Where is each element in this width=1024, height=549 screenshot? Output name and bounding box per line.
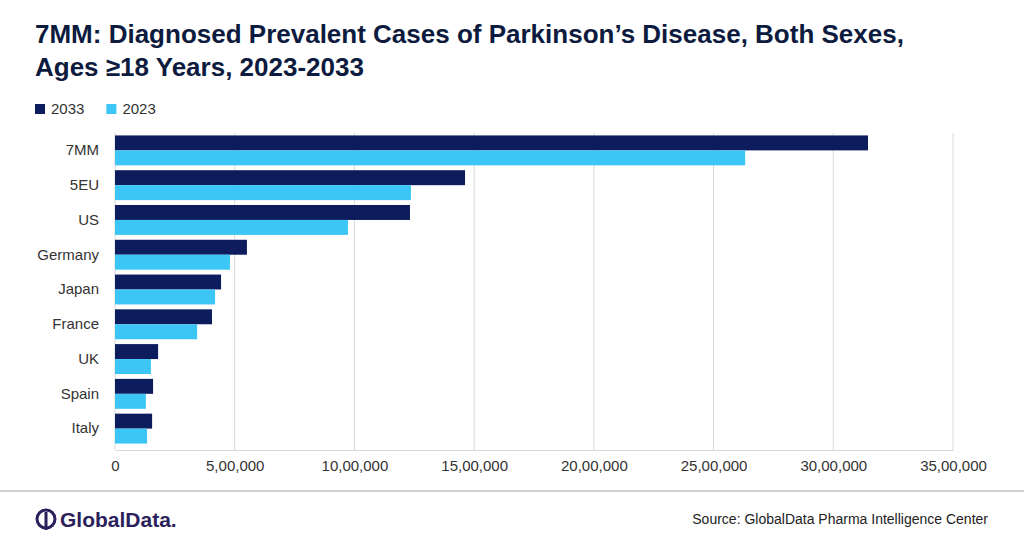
tick: 0 [111, 450, 119, 474]
title: 7MM: Diagnosed Prevalent Cases of Parkin… [35, 19, 904, 82]
tick: 7MM [66, 141, 99, 158]
tick: 10,00,000 [322, 450, 389, 474]
legend-label: 2023 [122, 100, 155, 117]
logo-text: GlobalData. [60, 508, 177, 531]
legend-swatch [35, 104, 45, 114]
y-axis: 7MM 5EU US Germany Japan France UK Spain Italy [37, 141, 99, 436]
grid-line [713, 133, 714, 450]
bar [115, 359, 151, 374]
category-label: 7MM [66, 141, 99, 158]
grid-line [953, 133, 954, 450]
chart: 7MM: Diagnosed Prevalent Cases of Parkin… [0, 0, 1024, 549]
tick: 25,00,000 [681, 450, 748, 474]
category-label: Italy [71, 419, 99, 436]
tick: 15,00,000 [441, 450, 508, 474]
tick: US [78, 211, 99, 228]
tick-label: 35,00,000 [920, 457, 987, 474]
category-label: 5EU [70, 176, 99, 193]
tick: 5,00,000 [206, 450, 264, 474]
bar [115, 275, 221, 290]
x-axis: 0 5,00,000 10,00,000 15,00,000 20,00,000 25,0… [111, 450, 987, 474]
bar [115, 220, 348, 235]
title-line: Ages ≥18 Years, 2023-2033 [35, 52, 364, 82]
category-label: UK [78, 350, 99, 367]
legend: 2033 2023 [35, 100, 156, 117]
tick-label: 10,00,000 [322, 457, 389, 474]
tick: 5EU [70, 176, 99, 193]
tick-label: 0 [111, 457, 119, 474]
logo-icon [45, 512, 48, 530]
category-label: Spain [61, 385, 99, 402]
logo: GlobalData. [37, 508, 177, 531]
title-line: 7MM: Diagnosed Prevalent Cases of Parkin… [35, 19, 904, 49]
bar [115, 170, 465, 185]
bar [115, 135, 868, 150]
tick: France [52, 315, 99, 332]
category-label: Germany [37, 246, 99, 263]
category-label: France [52, 315, 99, 332]
bar [115, 414, 152, 429]
category-label: US [78, 211, 99, 228]
bar [115, 240, 247, 255]
bar [115, 290, 215, 305]
grid-line [474, 133, 475, 450]
tick-label: 20,00,000 [561, 457, 628, 474]
bars [115, 135, 868, 443]
tick-label: 30,00,000 [800, 457, 867, 474]
grid-line [593, 133, 594, 450]
bar [115, 185, 411, 200]
bar [115, 150, 745, 165]
legend-label: 2033 [51, 100, 84, 117]
axis-line [116, 450, 954, 451]
bar [115, 309, 212, 324]
tick: 30,00,000 [800, 450, 867, 474]
bar [115, 429, 147, 444]
tick: Japan [58, 280, 99, 297]
bar [115, 255, 230, 270]
separator [0, 490, 1024, 492]
bar [115, 205, 410, 220]
source: Source: GlobalData Pharma Intelligence C… [692, 511, 988, 527]
tick-label: 25,00,000 [681, 457, 748, 474]
grid [115, 133, 953, 450]
bar [115, 324, 197, 339]
bar [115, 344, 158, 359]
tick-label: 5,00,000 [206, 457, 264, 474]
tick: Germany [37, 246, 99, 263]
tick: 35,00,000 [920, 450, 987, 474]
tick: Italy [71, 419, 99, 436]
bar [115, 394, 146, 409]
tick: UK [78, 350, 99, 367]
category-label: Japan [58, 280, 99, 297]
legend-swatch [106, 104, 116, 114]
tick: Spain [61, 385, 99, 402]
grid-line [833, 133, 834, 450]
bar [115, 379, 153, 394]
tick-label: 15,00,000 [441, 457, 508, 474]
tick: 20,00,000 [561, 450, 628, 474]
